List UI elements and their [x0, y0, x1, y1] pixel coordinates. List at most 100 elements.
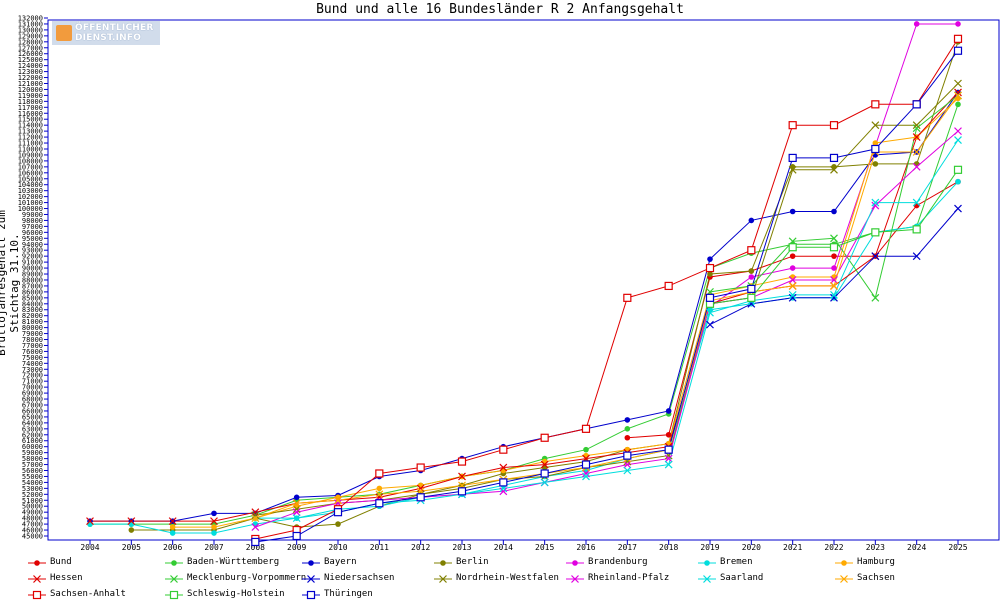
data-point-6-17 [789, 274, 796, 280]
y-tick-label: 106000 [18, 169, 43, 177]
y-tick-label: 70000 [22, 384, 43, 392]
data-point-3-1 [128, 527, 135, 533]
legend-swatch [165, 590, 183, 600]
data-point-11-21 [954, 127, 962, 136]
legend-entry: Brandenburg [588, 557, 648, 567]
y-tick-label: 99000 [22, 211, 43, 219]
data-point-7-11 [540, 460, 549, 469]
x-tick-label: 2017 [618, 543, 637, 552]
data-point-14-14 [664, 281, 673, 291]
data-point-7-21 [954, 88, 962, 97]
data-point-11-12 [582, 469, 590, 478]
data-point-12-12 [582, 472, 590, 481]
data-point-14-10 [499, 445, 508, 454]
series-line-5 [90, 181, 959, 534]
x-tick-label: 2025 [948, 543, 967, 552]
legend-swatch [302, 590, 320, 600]
y-tick-label: 80000 [22, 324, 43, 332]
data-point-8-20 [912, 124, 921, 133]
data-point-3-20 [913, 161, 920, 167]
y-tick-label: 57000 [22, 461, 43, 469]
legend-swatch [835, 575, 853, 583]
legend-marker [840, 575, 848, 583]
data-point-7-9 [458, 472, 466, 481]
data-point-4-17 [789, 265, 796, 271]
series-line-10 [255, 83, 959, 516]
y-tick-label: 51000 [22, 497, 43, 505]
y-tick-label: 97000 [22, 223, 43, 231]
y-tick-label: 119000 [18, 92, 43, 100]
y-tick-label: 114000 [18, 122, 43, 130]
data-point-6-21 [955, 95, 961, 102]
data-point-6-8 [417, 482, 424, 489]
data-point-2-14 [665, 408, 672, 414]
y-tick-label: 71000 [22, 378, 43, 386]
data-point-15-21 [953, 165, 963, 174]
legend-marker [704, 560, 710, 566]
data-point-10-4 [251, 511, 260, 520]
legend-entry: Rheinland-Pfalz [588, 573, 670, 583]
y-tick-label: 120000 [18, 86, 43, 94]
legend-entry: Bremen [720, 557, 753, 567]
series-line-7 [90, 92, 959, 522]
legend-swatch [28, 560, 46, 566]
y-tick-label: 131000 [18, 20, 43, 28]
legend-entry: Schleswig-Holstein [187, 589, 285, 599]
series-line-14 [255, 38, 959, 540]
legend-entry: Nordrhein-Westfalen [456, 573, 559, 583]
y-tick-label: 63000 [22, 425, 43, 433]
series-lines [90, 23, 959, 543]
y-tick-label: 58000 [22, 455, 43, 463]
legend-marker [306, 590, 316, 600]
data-point-8-19 [871, 293, 880, 302]
y-tick-label: 50000 [22, 503, 43, 511]
data-point-13-18 [830, 282, 838, 290]
y-tick-label: 103000 [18, 187, 43, 195]
legend-marker [307, 575, 315, 583]
y-tick-label: 126000 [18, 50, 43, 58]
legend-marker [572, 560, 578, 566]
x-tick-label: 2014 [494, 543, 513, 552]
x-tick-label: 2021 [783, 543, 802, 552]
data-point-0-18 [831, 253, 837, 259]
y-tick-label: 109000 [18, 151, 43, 159]
data-point-8-18 [830, 234, 838, 243]
data-point-16-16 [747, 284, 756, 294]
data-point-5-3 [211, 530, 217, 536]
data-point-13-5 [292, 499, 301, 508]
data-point-16-19 [871, 144, 880, 154]
series-line-16 [255, 50, 959, 543]
y-tick-label: 81000 [22, 318, 43, 326]
data-point-7-1 [127, 517, 136, 526]
data-point-11-17 [788, 276, 797, 284]
data-point-0-13 [624, 434, 631, 441]
y-tick-label: 68000 [22, 396, 43, 404]
y-tick-label: 111000 [18, 140, 43, 148]
data-point-12-5 [292, 514, 301, 523]
y-tick-label: 76000 [22, 348, 43, 356]
data-point-6-3 [211, 524, 217, 530]
data-point-6-19 [872, 140, 879, 146]
data-point-11-13 [623, 460, 632, 469]
legend-marker [440, 560, 446, 566]
data-point-16-21 [953, 46, 963, 55]
x-tick-label: 2010 [328, 543, 347, 552]
series-line-2 [90, 92, 959, 522]
y-tick-label: 100000 [18, 205, 43, 213]
chart-title: Bund und alle 16 Bundesländer R 2 Anfang… [316, 2, 684, 17]
y-tick-label: 107000 [18, 163, 43, 171]
series-line-1 [90, 104, 959, 525]
y-tick-label: 65000 [22, 413, 43, 421]
y-tick-label: 88000 [22, 276, 43, 284]
y-tick-label: 60000 [22, 443, 43, 451]
x-tick-label: 2024 [907, 543, 926, 552]
x-tick-label: 2005 [122, 543, 141, 552]
legend-entry: Berlin [456, 557, 489, 567]
y-tick-label: 116000 [18, 110, 43, 118]
data-point-2-4 [252, 510, 259, 517]
y-tick-label: 77000 [22, 342, 43, 350]
data-point-16-11 [540, 469, 549, 478]
y-tick-label: 124000 [18, 62, 43, 70]
data-point-14-11 [540, 433, 549, 442]
